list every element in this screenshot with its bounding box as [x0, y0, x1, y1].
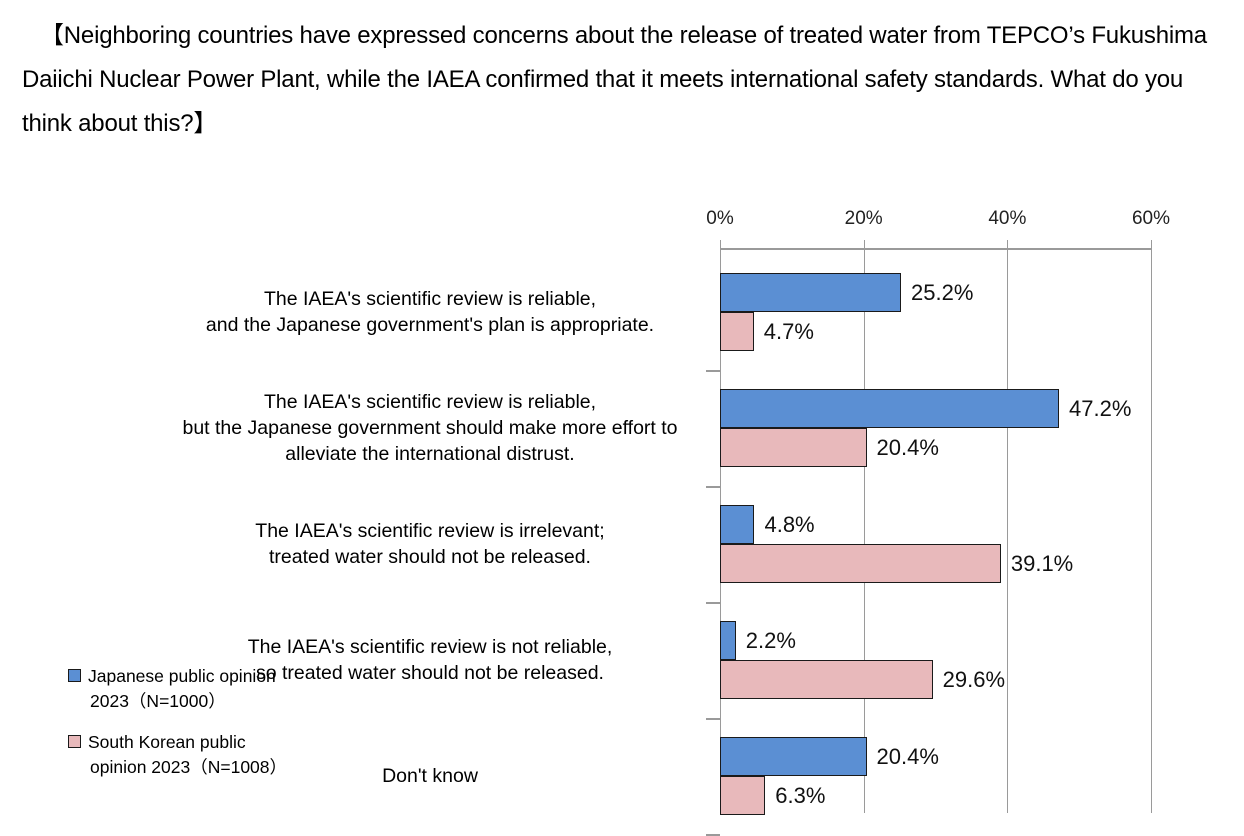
x-axis-tick [1151, 240, 1152, 249]
legend-swatch-icon [68, 735, 81, 748]
bar-chart: 0% 20% 40% 60% 25.2% 4.7% 47.2% 20.4% 4.8% 39.1% 2… [0, 196, 1244, 836]
category-axis-tick [706, 718, 720, 720]
bar [720, 660, 933, 699]
category-label: The IAEA's scientific review is not reli… [247, 636, 613, 684]
bar [720, 544, 1001, 583]
bar-value-label: 39.1% [1010, 550, 1074, 576]
x-axis-tick-label: 0% [706, 208, 734, 229]
legend-item-japanese[interactable]: Japanese public opinion 2023（N=1000） [68, 664, 318, 714]
bar-value-label: 2.2% [745, 627, 796, 653]
bar-value-label: 47.2% [1069, 395, 1132, 421]
bar-value-label: 25.2% [911, 279, 974, 305]
x-axis-tick [1007, 240, 1009, 249]
gridline [1151, 248, 1152, 813]
category-label: The IAEA's scientific review is reliable… [205, 288, 655, 336]
bar [720, 428, 867, 467]
bar [720, 273, 902, 312]
x-axis-tick-label: 20% [844, 208, 883, 229]
gridline [1007, 248, 1009, 813]
category-axis-tick [706, 486, 720, 488]
legend-label-line2: opinion 2023（N=1008） [90, 757, 288, 777]
bar [720, 737, 867, 776]
legend-swatch-icon [68, 669, 81, 682]
gridline [863, 248, 865, 813]
legend-label-line1: South Korean public [88, 732, 246, 752]
chart-legend: Japanese public opinion 2023（N=1000） Sou… [68, 664, 318, 796]
question-title-text: 【Neighboring countries have expressed co… [22, 22, 1214, 137]
legend-label: Japanese public opinion 2023（N=1000） [88, 664, 318, 714]
x-axis-tick [720, 240, 721, 249]
bar-value-label: 20.4% [876, 434, 939, 460]
category-label: The IAEA's scientific review is irreleva… [255, 520, 605, 568]
bar-value-label: 4.8% [764, 511, 815, 537]
bar-value-label: 29.6% [942, 666, 1006, 692]
x-axis-line [720, 248, 1152, 250]
category-label: Don't know [382, 765, 478, 787]
x-axis-tick-label: 40% [988, 208, 1027, 229]
bar-value-label: 20.4% [876, 743, 939, 769]
x-axis-tick [863, 240, 865, 249]
bar [720, 389, 1060, 428]
category-label: The IAEA's scientific review is reliable… [182, 391, 678, 465]
bar [720, 312, 754, 351]
category-axis-tick [706, 602, 720, 604]
bar [720, 621, 736, 660]
legend-label-line2: 2023（N=1000） [90, 691, 226, 711]
bar-value-label: 4.7% [763, 318, 814, 344]
legend-label: South Korean public opinion 2023（N=1008） [88, 730, 318, 780]
bar [720, 776, 766, 815]
bar-value-label: 6.3% [775, 782, 826, 808]
legend-label-line1: Japanese public opinion [88, 666, 276, 686]
x-axis-tick-label: 60% [1131, 208, 1171, 229]
page-title: 【Neighboring countries have expressed co… [22, 14, 1222, 146]
bar [720, 505, 755, 544]
category-axis-tick [706, 370, 720, 372]
category-label-column: The IAEA's scientific review is reliable… [150, 196, 710, 813]
legend-item-south-korean[interactable]: South Korean public opinion 2023（N=1008） [68, 730, 318, 780]
